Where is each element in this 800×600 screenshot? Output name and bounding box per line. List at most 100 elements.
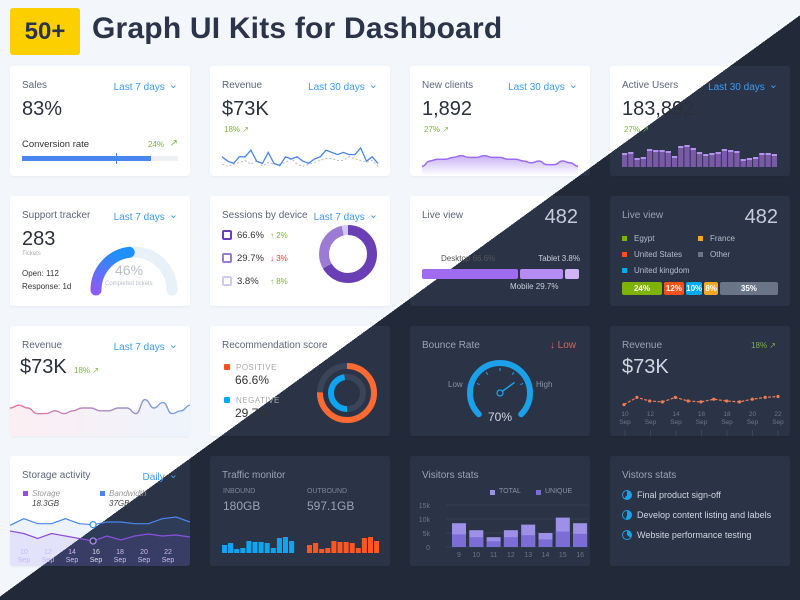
data-point bbox=[750, 397, 754, 401]
low-label: Low bbox=[448, 380, 463, 389]
visitors-stats-card: Visitors stats TOTAL UNIQUE 15k 10k 5k 0 9 10… bbox=[410, 456, 590, 566]
card-title: Revenue bbox=[622, 340, 663, 351]
revenue-change: 18% ↗ bbox=[751, 341, 776, 350]
x-tick-label: Sep bbox=[42, 557, 55, 564]
bar-cap bbox=[753, 157, 759, 159]
bar bbox=[746, 158, 753, 167]
card-title: Bounce Rate bbox=[422, 340, 480, 351]
range-dropdown[interactable]: Daily bbox=[143, 470, 178, 483]
tickets-label: Tickets bbox=[22, 251, 41, 257]
range-dropdown[interactable]: Last 7 days bbox=[114, 340, 178, 353]
bar bbox=[728, 150, 734, 167]
arrow-down-icon: ↓ bbox=[270, 254, 274, 263]
outbound-label: OUTBOUND bbox=[307, 488, 348, 495]
bar bbox=[734, 151, 740, 167]
users-change: 27% ↗ bbox=[624, 125, 649, 134]
conversion-progress bbox=[22, 153, 178, 164]
bar bbox=[690, 148, 696, 167]
active-users-value: 183,892 bbox=[622, 98, 695, 120]
y-tick-label: 0 bbox=[426, 545, 430, 552]
unique-bar bbox=[573, 533, 588, 547]
card-title: Vistors stats bbox=[622, 470, 677, 481]
data-point bbox=[622, 403, 626, 407]
device-change: ↑ 2% bbox=[270, 231, 288, 240]
x-tick-label: Sep bbox=[721, 419, 733, 426]
progress-fill bbox=[22, 156, 152, 161]
recommendation-rings bbox=[317, 363, 377, 423]
bar-cap bbox=[703, 154, 709, 156]
x-tick-label: 18 bbox=[723, 411, 731, 418]
legend-label: United kingdom bbox=[634, 266, 690, 275]
range-dropdown[interactable]: Last 7 days bbox=[114, 80, 178, 93]
range-dropdown[interactable]: Last 7 days bbox=[314, 210, 378, 223]
unique-bar bbox=[555, 531, 570, 547]
outbound-bar bbox=[337, 542, 343, 553]
data-point bbox=[686, 399, 690, 403]
storage-label: Storage bbox=[32, 489, 61, 498]
device-percent: 3.8% bbox=[237, 276, 259, 287]
unique-bar bbox=[469, 537, 484, 547]
bar-cap bbox=[634, 158, 640, 160]
bandwidth-marker bbox=[89, 521, 97, 529]
task-label[interactable]: Develop content listing and labels bbox=[637, 510, 772, 520]
task-label[interactable]: Website performance testing bbox=[637, 530, 752, 540]
data-point bbox=[673, 395, 677, 399]
y-tick-label: 10k bbox=[419, 517, 431, 524]
data-point bbox=[737, 400, 742, 404]
revenue-change: 18% ↗ bbox=[224, 125, 249, 134]
trend-up-icon: ↗ bbox=[769, 341, 776, 350]
gauge-fill bbox=[90, 246, 135, 296]
country-segment-bar: 24% 12% 10% 8% 35% bbox=[622, 282, 778, 295]
gauge-tick bbox=[520, 382, 524, 386]
range-dropdown[interactable]: Last 30 days bbox=[508, 80, 578, 93]
range-dropdown[interactable]: Last 7 days bbox=[114, 210, 178, 223]
x-tick-label: 16 bbox=[698, 411, 706, 418]
bar bbox=[753, 157, 759, 167]
bar-cap bbox=[734, 151, 740, 153]
live-count: 482 bbox=[744, 206, 778, 228]
storage-swatch bbox=[23, 491, 28, 496]
card-title: Revenue bbox=[22, 340, 63, 351]
unique-bar bbox=[538, 539, 553, 547]
completed-caption: Completed tickets bbox=[105, 281, 153, 287]
bar-cap bbox=[665, 151, 671, 153]
range-dropdown[interactable]: Last 30 days bbox=[308, 80, 378, 93]
change-value: 27% bbox=[424, 125, 441, 134]
storage-marker bbox=[89, 537, 97, 545]
outbound-bar bbox=[374, 541, 380, 553]
bar bbox=[703, 154, 709, 167]
bandwidth-value: 37GB bbox=[109, 499, 130, 508]
sessions-card: Sessions by device Last 7 days 66.6% ↑ 2… bbox=[210, 196, 390, 306]
support-tracker-card: Support tracker Last 7 days 283 Tickets … bbox=[10, 196, 190, 306]
task-label[interactable]: Final product sign-off bbox=[637, 490, 721, 500]
device-segment-bar bbox=[422, 269, 579, 279]
legend-label: France bbox=[710, 234, 735, 243]
open-count: Open: 112 bbox=[22, 269, 59, 278]
x-tick-label: Sep bbox=[66, 557, 79, 564]
bandwidth-swatch bbox=[100, 491, 105, 496]
bar bbox=[696, 152, 703, 167]
page-title: Graph UI Kits for Dashboard bbox=[92, 12, 503, 45]
x-tick-label: Sep bbox=[645, 419, 657, 426]
inbound-bar bbox=[240, 548, 246, 553]
revenue-value: $73K bbox=[622, 356, 669, 378]
bar bbox=[622, 153, 628, 167]
data-point bbox=[699, 400, 703, 404]
unique-swatch bbox=[536, 490, 541, 495]
x-tick-label: Sep bbox=[138, 557, 151, 564]
outbound-bar bbox=[368, 537, 373, 553]
x-tick-label: 11 bbox=[490, 552, 497, 559]
progress-pie-icon bbox=[622, 490, 632, 500]
inbound-bar bbox=[252, 542, 258, 553]
segment-3: 8% bbox=[704, 282, 718, 295]
inbound-bar bbox=[289, 541, 295, 553]
range-dropdown[interactable]: Last 30 days bbox=[708, 80, 778, 93]
positive-label: POSITIVE bbox=[236, 363, 277, 372]
x-tick-label: 22 bbox=[164, 549, 172, 556]
response-time: Response: 1d bbox=[22, 282, 72, 291]
change-value: 8% bbox=[276, 277, 288, 286]
card-title: New clients bbox=[422, 80, 474, 91]
inbound-bar bbox=[264, 543, 270, 553]
x-tick-label: Sep bbox=[90, 557, 103, 564]
